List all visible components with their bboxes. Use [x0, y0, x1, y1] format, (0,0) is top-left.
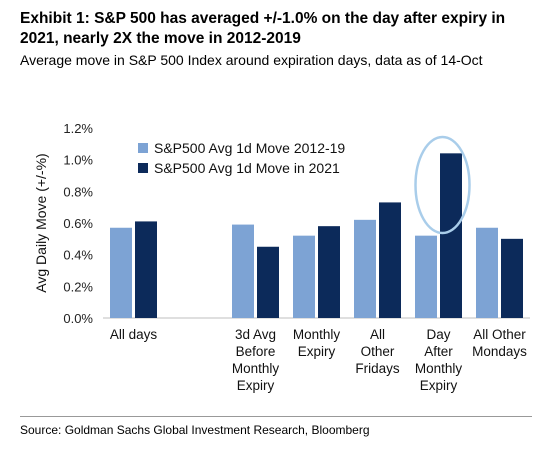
x-category-label: Before: [236, 344, 276, 359]
chart-subtitle: Average move in S&P 500 Index around exp…: [20, 52, 483, 68]
x-category-label: Expiry: [420, 378, 458, 393]
bar-series1: [232, 224, 254, 318]
bar-series2: [257, 246, 279, 318]
x-category-label: Other: [361, 344, 395, 359]
x-category-label: After: [424, 344, 453, 359]
x-category-label: All days: [110, 327, 158, 342]
legend-swatch: [138, 163, 148, 173]
x-category-label: Day: [426, 327, 450, 342]
bar-series2: [135, 221, 157, 318]
chart-title: Exhibit 1: S&P 500 has averaged +/-1.0% …: [20, 10, 506, 47]
x-category-label: Mondays: [472, 344, 527, 359]
bar-series1: [415, 235, 437, 318]
x-category-label: Monthly: [293, 327, 341, 342]
highlight-ellipse: [414, 135, 471, 235]
y-tick-label: 1.0%: [63, 153, 93, 168]
bar-series1: [293, 235, 315, 318]
legend-swatch: [138, 143, 148, 153]
y-tick-label: 0.2%: [63, 279, 93, 294]
x-category-label: All: [370, 327, 385, 342]
bar-series2: [318, 226, 340, 318]
y-tick-label: 0.8%: [63, 184, 93, 199]
y-tick-label: 1.2%: [63, 121, 93, 136]
bar-series1: [110, 227, 132, 318]
y-axis-label: Avg Daily Move (+/-%): [33, 153, 49, 292]
x-category-label: Expiry: [237, 378, 275, 393]
bar-series1: [354, 219, 376, 318]
y-tick-label: 0.0%: [63, 311, 93, 326]
x-category-label: Monthly: [415, 361, 463, 376]
legend-label: S&P500 Avg 1d Move in 2021: [154, 160, 340, 176]
x-category-label: Fridays: [355, 361, 400, 376]
bar-series2: [501, 238, 523, 318]
y-tick-label: 0.6%: [63, 216, 93, 231]
bar-series1: [476, 227, 498, 318]
bar-series2: [379, 202, 401, 318]
legend-label: S&P500 Avg 1d Move 2012-19: [154, 140, 345, 156]
x-category-label: 3d Avg: [235, 327, 276, 342]
x-category-label: Monthly: [232, 361, 280, 376]
x-category-label: Expiry: [298, 344, 336, 359]
y-tick-label: 0.4%: [63, 248, 93, 263]
bar-series2: [440, 153, 462, 318]
source-divider: [20, 416, 532, 417]
x-category-label: All Other: [473, 327, 526, 342]
bar-chart: 0.0% 0.2% 0.4% 0.6% 0.8% 1.0% 1.2% Avg Daily Mo…: [33, 121, 530, 393]
source-note: Source: Goldman Sachs Global Investment …: [20, 423, 370, 437]
